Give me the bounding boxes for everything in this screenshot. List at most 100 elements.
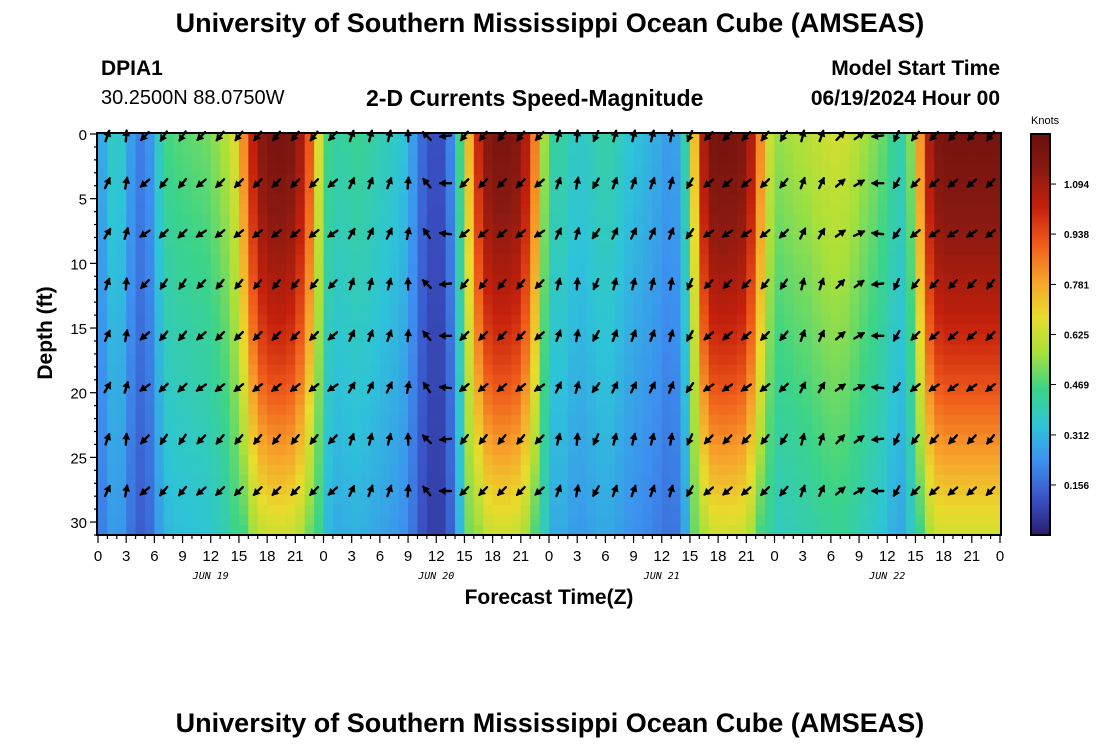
heatmap-cell [953,434,964,446]
heatmap-cell [483,514,494,526]
heatmap-cell [558,154,569,165]
heatmap-cell [765,164,776,175]
current-arrow [573,380,581,394]
heatmap-cell [511,504,522,516]
heatmap-cell [567,144,578,155]
heatmap-cell [483,144,494,155]
heatmap-cell [398,224,409,235]
heatmap-cell [408,184,419,195]
heatmap-cell [605,244,616,255]
heatmap-cell [361,474,372,486]
heatmap-cell [304,314,315,326]
current-arrow [139,229,151,238]
heatmap-cell [577,444,588,456]
heatmap-cell [934,204,945,215]
heatmap-cell [238,244,249,255]
heatmap-cell [934,474,945,486]
heatmap-cell [379,144,390,155]
heatmap-cell [351,474,362,486]
heatmap-cell [689,264,700,275]
heatmap-cell [896,294,907,306]
heatmap-cell [877,174,888,185]
current-arrow [798,484,807,498]
heatmap-cell [727,374,738,386]
heatmap-cell [614,364,625,376]
heatmap-cell [116,504,127,516]
heatmap-cell [981,404,992,416]
heatmap-cell [783,474,794,486]
model-start-value: 06/19/2024 Hour 00 [810,87,1000,110]
heatmap-cell [511,254,522,265]
current-arrow [103,277,112,291]
heatmap-cell [144,514,155,526]
heatmap-cell [859,344,870,356]
heatmap-cell [783,304,794,316]
heatmap-cell [323,204,334,215]
heatmap-cell [173,134,184,145]
current-arrow [534,486,545,496]
heatmap-cell [492,204,503,215]
x-tick-label: 3 [573,548,581,565]
heatmap-cell [173,254,184,265]
heatmap-cell [379,154,390,165]
heatmap-cell [830,274,841,285]
heatmap-cell [238,374,249,386]
heatmap-cell [877,424,888,436]
heatmap-cell [595,414,606,426]
heatmap-cell [915,374,926,386]
colorbar-scale [1030,133,1051,536]
heatmap-cell [502,314,513,326]
heatmap-cell [116,284,127,296]
heatmap-cell [962,154,973,165]
heatmap-cell [577,384,588,396]
heatmap-cell [793,164,804,175]
heatmap-cell [511,494,522,506]
heatmap-cell [426,504,437,516]
heatmap-cell [98,264,108,275]
heatmap-cell [492,144,503,155]
heatmap-cell [210,464,221,476]
heatmap-cell [943,164,954,175]
heatmap-cell [107,194,118,205]
current-arrow [139,178,151,188]
current-arrow [290,178,301,189]
heatmap-cell [633,134,644,145]
heatmap-cell [323,274,334,285]
heatmap-cell [530,324,541,336]
heatmap-cell [473,134,484,145]
heatmap-cell [680,334,691,346]
heatmap-cell [107,434,118,446]
heatmap-cell [774,294,785,306]
heatmap-cell [896,204,907,215]
heatmap-cell [708,334,719,346]
heatmap-cell [163,244,174,255]
current-arrow [158,228,169,239]
heatmap-cell [126,464,137,476]
heatmap-cell [774,244,785,255]
heatmap-cell [98,164,108,175]
heatmap-cell [436,384,447,396]
heatmap-cell [971,444,982,456]
heatmap-cell [906,394,917,406]
heatmap-cell [342,314,353,326]
heatmap-cell [285,454,296,466]
heatmap-cell [642,204,653,215]
heatmap-cell [906,174,917,185]
heatmap-cell [953,454,964,466]
heatmap-cell [877,184,888,195]
heatmap-cell [727,434,738,446]
heatmap-cell [727,314,738,326]
heatmap-cell [267,154,278,165]
heatmap-cell [464,294,475,306]
heatmap-cell [220,384,231,396]
x-tick-label: 21 [512,548,529,565]
heatmap-cell [736,414,747,426]
heatmap-cell [877,284,888,296]
heatmap-cell [191,494,202,506]
heatmap-cell [896,324,907,336]
heatmap-cell [126,454,137,466]
heatmap-cell [821,424,832,436]
heatmap-cell [502,204,513,215]
current-arrow [853,179,865,188]
heatmap-cell [98,244,108,255]
